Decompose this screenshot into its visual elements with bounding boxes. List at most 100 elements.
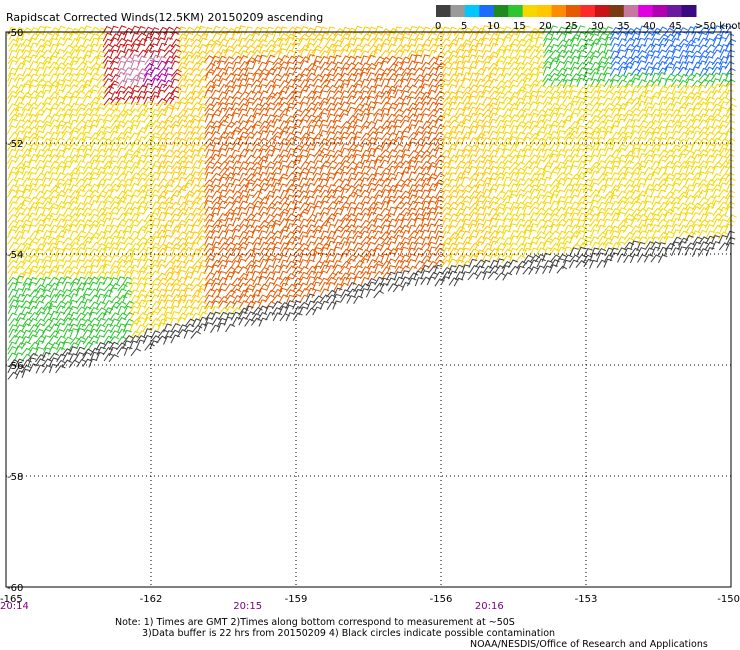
- wind-barb: [129, 281, 139, 291]
- wind-barb: [149, 224, 159, 234]
- wind-barb: [14, 305, 24, 314]
- wind-barb: [509, 73, 520, 82]
- wind-barb: [115, 241, 126, 251]
- wind-barb: [657, 119, 668, 128]
- wind-barb: [467, 159, 478, 169]
- wind-barb: [664, 149, 675, 158]
- wind-barb: [691, 218, 702, 227]
- wind-barb: [137, 84, 148, 93]
- wind-barb: [319, 67, 330, 77]
- wind-barb: [109, 44, 120, 53]
- wind-barb: [549, 49, 560, 58]
- wind-barb: [569, 61, 580, 71]
- wind-barb: [150, 85, 161, 95]
- wind-barb: [556, 166, 567, 175]
- wind-barb: [664, 173, 675, 182]
- wind-barb: [14, 195, 25, 204]
- wind-barb: [34, 272, 45, 281]
- wind-barb: [448, 247, 459, 256]
- wind-barb: [88, 301, 100, 310]
- wind-barb: [332, 54, 342, 64]
- wind-barb: [68, 218, 80, 228]
- wind-barb: [420, 264, 430, 274]
- wind-barb: [305, 177, 315, 187]
- wind-barb: [251, 84, 262, 94]
- wind-barb: [83, 31, 94, 40]
- wind-barb: [258, 165, 268, 175]
- wind-barb: [501, 242, 512, 252]
- wind-barb: [421, 67, 431, 76]
- wind-barb: [584, 84, 594, 93]
- wind-barb: [528, 206, 540, 215]
- wind-barb: [380, 120, 392, 129]
- wind-barb: [347, 143, 358, 152]
- wind-barb: [346, 148, 356, 158]
- wind-barb: [245, 114, 256, 124]
- wind-barb: [482, 219, 492, 229]
- wind-barb: [257, 224, 269, 233]
- wind-barb: [190, 149, 200, 159]
- wind-barb: [569, 112, 578, 122]
- wind-barb: [374, 131, 383, 141]
- wind-barb: [250, 183, 262, 192]
- wind-barb: [75, 327, 85, 338]
- wind-barb: [340, 32, 351, 41]
- wind-barb: [54, 66, 64, 76]
- wind-barb: [49, 102, 60, 112]
- wind-barb: [42, 312, 53, 322]
- wind-barb: [460, 195, 472, 204]
- wind-barb: [455, 44, 466, 53]
- wind-barb: [366, 218, 377, 228]
- wind-barb: [610, 218, 620, 228]
- wind-barb: [609, 50, 620, 60]
- wind-barb: [265, 114, 276, 124]
- wind-barb: [617, 26, 628, 36]
- wind-barb: [41, 131, 53, 140]
- wind-barb: [568, 130, 579, 140]
- wind-barb: [129, 78, 140, 88]
- wind-barb: [535, 95, 545, 105]
- wind-barb: [420, 217, 430, 227]
- wind-barb: [149, 264, 159, 274]
- wind-barb: [420, 83, 430, 93]
- wind-barb: [427, 260, 438, 270]
- wind-barb: [374, 77, 383, 87]
- wind-barb: [575, 96, 586, 106]
- wind-barb: [650, 32, 661, 41]
- wind-barb: [522, 77, 532, 87]
- wind-barb: [542, 78, 553, 87]
- wind-barb: [54, 235, 65, 245]
- wind-barb: [461, 271, 470, 281]
- wind-barb: [170, 311, 180, 321]
- wind-barb: [34, 108, 45, 118]
- wind-barb: [62, 336, 73, 345]
- wind-barb: [406, 67, 417, 76]
- wind-barb: [352, 183, 363, 192]
- wind-barb: [244, 161, 255, 170]
- wind-barb: [89, 183, 100, 193]
- wind-barb: [704, 50, 715, 59]
- wind-barb: [197, 207, 209, 216]
- wind-barb: [27, 166, 38, 175]
- wind-barb: [487, 271, 499, 280]
- wind-barb: [252, 68, 263, 77]
- wind-barb: [89, 119, 99, 129]
- wind-barb: [325, 276, 337, 286]
- wind-barb: [163, 241, 174, 251]
- wind-barb: [644, 106, 654, 116]
- wind-barb: [102, 211, 112, 221]
- wind-barb: [48, 61, 59, 70]
- wind-barb: [319, 189, 330, 198]
- wind-barb: [374, 68, 385, 77]
- wind-barb: [657, 166, 667, 176]
- wind-barb: [535, 49, 546, 58]
- wind-barb: [630, 213, 642, 222]
- wind-barb: [332, 90, 343, 99]
- wind-barb: [446, 166, 457, 176]
- wind-barb: [54, 328, 65, 338]
- wind-barb: [311, 188, 322, 198]
- wind-barb: [434, 253, 446, 262]
- wind-barb: [420, 172, 431, 182]
- wind-barb: [359, 183, 369, 193]
- wind-barb: [95, 148, 107, 157]
